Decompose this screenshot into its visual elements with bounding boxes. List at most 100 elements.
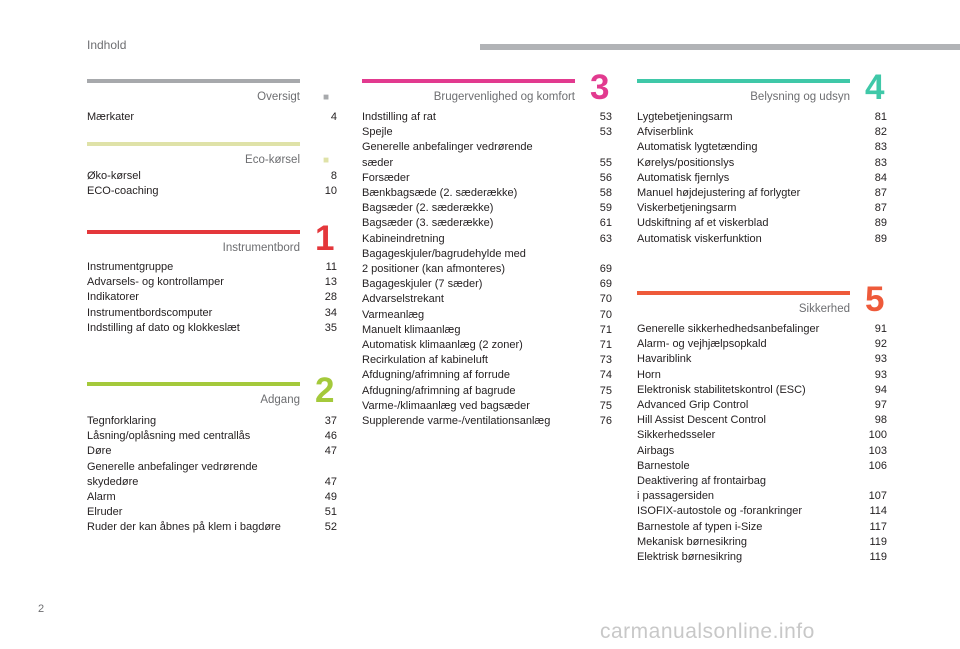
toc-entry-page: 70 <box>599 293 612 306</box>
toc-entry[interactable]: Viskerbetjeningsarm 87 <box>637 201 887 216</box>
toc-entry-label: Advanced Grip Control <box>637 399 749 412</box>
toc-entry-label: Advarsels- og kontrollamper <box>87 276 224 289</box>
section-marker-icon: ■ <box>323 155 330 166</box>
toc-entry[interactable]: Låsning/oplåsning med centrallås 46 <box>87 429 337 444</box>
toc-entry-label: Mærkater <box>87 111 135 123</box>
toc-entry[interactable]: Alarm- og vejhjælpsopkald 92 <box>637 337 887 352</box>
toc-entry[interactable]: Varme-/klimaanlæg ved bagsæder 75 <box>362 399 612 414</box>
toc-entry[interactable]: Døre 47 <box>87 444 337 459</box>
toc-entry[interactable]: Afviserblink 82 <box>637 125 887 140</box>
toc-entry[interactable]: Instrumentbordscomputer 34 <box>87 306 337 321</box>
toc-entry-page: 81 <box>874 111 887 123</box>
toc-entry-page: 92 <box>874 338 887 351</box>
toc-entry[interactable]: Mærkater 4 <box>87 110 337 125</box>
toc-entry[interactable]: Tegnforklaring 37 <box>87 414 337 429</box>
toc-entry-page: 13 <box>324 276 337 289</box>
toc-entry[interactable]: Indstilling af rat 53 <box>362 110 612 125</box>
toc-entry-page: 76 <box>599 415 612 428</box>
toc-entry[interactable]: ECO-coaching 10 <box>87 184 337 199</box>
toc-entry[interactable]: Airbags 103 <box>637 444 887 459</box>
toc-entry[interactable]: Havariblink 93 <box>637 352 887 367</box>
toc-entry[interactable]: Automatisk fjernlys 84 <box>637 171 887 186</box>
toc-entry[interactable]: Horn 93 <box>637 368 887 383</box>
page-number: 2 <box>38 603 45 615</box>
toc-entry-label: ISOFIX-autostole og -forankringer <box>637 505 803 518</box>
toc-entry[interactable]: Indstilling af dato og klokkeslæt 35 <box>87 321 337 336</box>
toc-entry[interactable]: Bagageskjuler (7 sæder) 69 <box>362 277 612 292</box>
toc-entry-label: Indikatorer <box>87 291 139 304</box>
toc-entry-page: 74 <box>599 369 612 382</box>
toc-entry[interactable]: Bagageskjuler/bagrudehylde med 2 positio… <box>362 247 612 277</box>
toc-entry[interactable]: Bagsæder (3. sæderække) 61 <box>362 216 612 231</box>
section-bar <box>637 79 850 83</box>
toc-entry[interactable]: Bagsæder (2. sæderække) 59 <box>362 201 612 216</box>
toc-entry[interactable]: Automatisk viskerfunktion 89 <box>637 232 887 247</box>
toc-entry[interactable]: Barnestole af typen i-Size 117 <box>637 520 887 535</box>
toc-entry-page: 11 <box>325 261 337 273</box>
toc-entry[interactable]: Manuel højdejustering af forlygter 87 <box>637 186 887 201</box>
toc-entry[interactable]: Generelle anbefalinger vedrørende sæder 5… <box>362 140 612 170</box>
page-title: Indhold <box>87 38 127 52</box>
toc-entry[interactable]: Deaktivering af frontairbag i passagersi… <box>637 474 887 504</box>
toc-entry[interactable]: Advarselstrekant 70 <box>362 292 612 307</box>
toc-entry[interactable]: Manuelt klimaanlæg 71 <box>362 323 612 338</box>
toc-entry[interactable]: Automatisk lygtetænding 83 <box>637 140 887 155</box>
toc-entry[interactable]: Forsæder 56 <box>362 171 612 186</box>
toc-entry[interactable]: ISOFIX-autostole og -forankringer 114 <box>637 504 887 519</box>
toc-entry[interactable]: Recirkulation af kabineluft 73 <box>362 353 612 368</box>
toc-entry[interactable]: Alarm 49 <box>87 490 337 505</box>
toc-entry[interactable]: Udskiftning af et viskerblad 89 <box>637 216 887 231</box>
toc-entry-label: Advarselstrekant <box>362 293 444 306</box>
toc-entry[interactable]: Afdugning/afrimning af bagrude 75 <box>362 384 612 399</box>
toc-entry-label: Ruder der kan åbnes på klem i bagdøre <box>87 521 281 534</box>
toc-entry[interactable]: Kørelys/positionslys 83 <box>637 156 887 171</box>
toc-entry-page: 107 <box>868 490 887 503</box>
section-number: 1 <box>315 219 335 258</box>
toc-entry-page: 106 <box>868 459 887 472</box>
toc-entry[interactable]: Ruder der kan åbnes på klem i bagdøre 52 <box>87 520 337 535</box>
toc-entry[interactable]: Barnestole 106 <box>637 459 887 474</box>
toc-entry-page: 83 <box>874 156 887 169</box>
toc-entry[interactable]: Bænkbagsæde (2. sæderække) 58 <box>362 186 612 201</box>
toc-entry[interactable]: Mekanisk børnesikring 119 <box>637 535 887 550</box>
toc-entry-page: 35 <box>324 321 337 334</box>
toc-entry-label: Varmeanlæg <box>362 308 425 321</box>
toc-entry-label: Kørelys/positionslys <box>637 156 735 169</box>
toc-entry[interactable]: Generelle sikkerhedhedsanbefalinger 91 <box>637 322 887 337</box>
toc-entry[interactable]: Afdugning/afrimning af forrude 74 <box>362 368 612 383</box>
toc-entry[interactable]: Lygtebetjeningsarm 81 <box>637 110 887 125</box>
toc-entry[interactable]: Øko-kørsel 8 <box>87 169 337 184</box>
toc-entry[interactable]: Elektronisk stabilitetskontrol (ESC) 94 <box>637 383 887 398</box>
toc-entry-page: 82 <box>874 126 887 139</box>
section-bar <box>87 230 300 234</box>
toc-entry[interactable]: Supplerende varme-/ventilationsanlæg 76 <box>362 414 612 429</box>
toc-entry-page: 51 <box>324 506 337 519</box>
toc-entry-page: 8 <box>330 170 337 182</box>
toc-entry-page: 70 <box>599 308 612 321</box>
toc-entry[interactable]: Spejle 53 <box>362 125 612 140</box>
toc-entry[interactable]: Advarsels- og kontrollamper 13 <box>87 275 337 290</box>
toc-entry-label: Forsæder <box>362 171 410 184</box>
toc-entry-label: Indstilling af dato og klokkeslæt <box>87 321 240 334</box>
toc-entry-label: Døre <box>87 445 112 458</box>
toc-entry-label: Bagageskjuler (7 sæder) <box>362 278 483 291</box>
toc-entry[interactable]: Advanced Grip Control 97 <box>637 398 887 413</box>
toc-entry[interactable]: Instrumentgruppe 11 <box>87 260 337 275</box>
section-title: Belysning og udsyn <box>750 91 850 103</box>
toc-entry-page: 56 <box>599 171 612 184</box>
toc-entry[interactable]: Automatisk klimaanlæg (2 zoner) 71 <box>362 338 612 353</box>
toc-entry[interactable]: Sikkerhedsseler 100 <box>637 428 887 443</box>
section-marker-icon: ■ <box>323 92 330 103</box>
toc-entry[interactable]: Elektrisk børnesikring 119 <box>637 550 887 565</box>
toc-entry[interactable]: Indikatorer 28 <box>87 290 337 305</box>
toc-entry[interactable]: Kabineindretning 63 <box>362 232 612 247</box>
toc-entry-label: Automatisk viskerfunktion <box>637 232 762 245</box>
toc-entry-page: 91 <box>874 323 887 335</box>
toc-entry[interactable]: Generelle anbefalinger vedrørende skyded… <box>87 460 337 490</box>
toc-entry-page: 89 <box>874 217 887 230</box>
toc-entry-label: Manuel højdejustering af forlygter <box>637 187 801 200</box>
toc-entry[interactable]: Elruder 51 <box>87 505 337 520</box>
toc-entry-label: Hill Assist Descent Control <box>637 414 766 427</box>
toc-entry[interactable]: Varmeanlæg 70 <box>362 308 612 323</box>
toc-entry[interactable]: Hill Assist Descent Control 98 <box>637 413 887 428</box>
